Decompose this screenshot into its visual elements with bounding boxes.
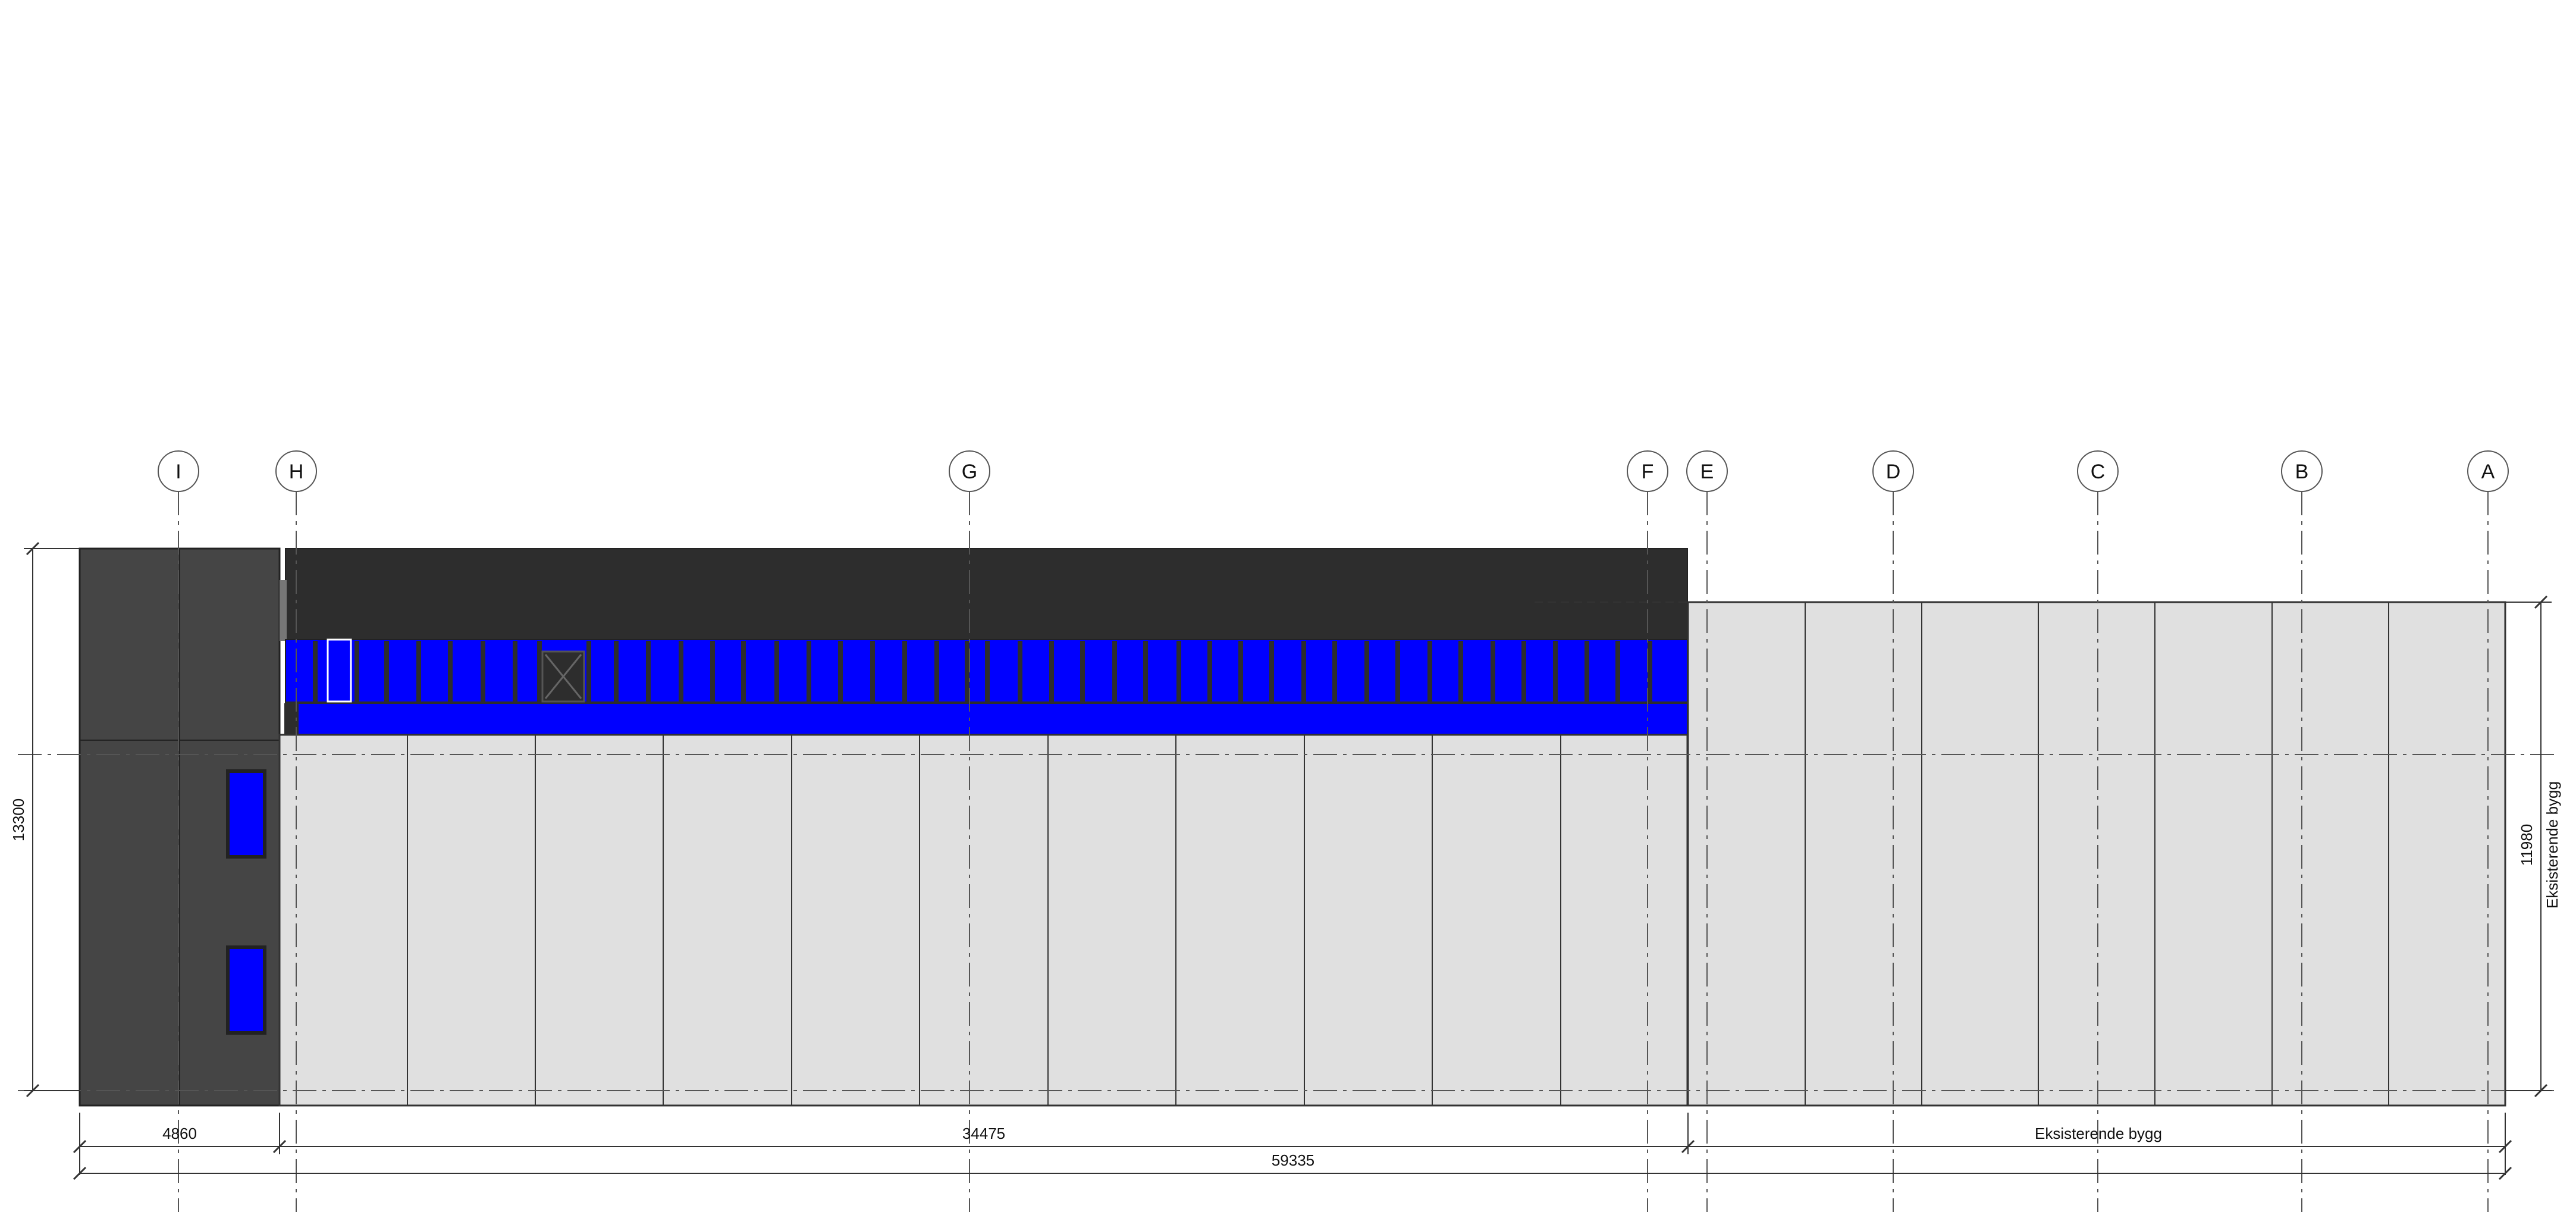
- mullion: [614, 641, 619, 703]
- mullion: [985, 641, 990, 703]
- grid-axis-d: D: [1872, 450, 1914, 1212]
- grid-bubble: [2077, 450, 2119, 492]
- grid-label: H: [289, 461, 304, 483]
- mullion: [1018, 641, 1022, 703]
- mullion: [965, 641, 969, 703]
- roof-band: [285, 548, 1688, 641]
- grid-bubble: [2281, 450, 2323, 492]
- mullion: [1238, 641, 1243, 703]
- window-lower: [226, 945, 266, 1035]
- mullion: [1427, 641, 1432, 703]
- grid-bubble: [1872, 450, 1914, 492]
- dimension-text-bay-left: 4860: [162, 1125, 197, 1142]
- grid-axis-h: H: [275, 450, 317, 1212]
- window-upper: [226, 769, 266, 859]
- grid-axis-i: I: [158, 450, 199, 1212]
- glazing-mullions: [285, 641, 1687, 704]
- grid-axis-f: F: [1627, 450, 1668, 1212]
- mullion: [1332, 641, 1337, 703]
- mullion: [1049, 641, 1054, 703]
- grid-label: B: [2295, 461, 2309, 483]
- dimension-text-existing-building: Eksisterende bygg: [2035, 1125, 2162, 1142]
- grid-bubble: [949, 450, 990, 492]
- mullion: [1269, 641, 1274, 703]
- mullion: [774, 641, 779, 703]
- dimension-text-total-length: 59335: [1272, 1151, 1314, 1169]
- hatch-diagonal-2: [544, 654, 582, 699]
- mullion: [513, 641, 517, 703]
- mullion: [1143, 641, 1148, 703]
- mullion: [1521, 641, 1526, 703]
- mullion: [481, 641, 485, 703]
- mullion: [1553, 641, 1558, 703]
- mullion: [679, 641, 683, 703]
- mullion: [1364, 641, 1369, 703]
- mullion: [710, 641, 715, 703]
- mullion: [1584, 641, 1589, 703]
- dimension-chain-total: 59335: [73, 1151, 2512, 1180]
- mullion: [934, 641, 939, 703]
- mullion: [384, 641, 389, 703]
- grid-bubble: [1686, 450, 1728, 492]
- grid-axis-c: C: [2077, 450, 2119, 1212]
- dimension-text-overall-height: 13300: [10, 798, 27, 841]
- parapet-connector: [280, 580, 287, 641]
- grid-label: A: [2481, 461, 2495, 483]
- mullion: [1112, 641, 1117, 703]
- grid-label: D: [1886, 461, 1901, 483]
- light-cladding-wall: [278, 734, 1689, 1107]
- grid-bubble: [1627, 450, 1668, 492]
- mullion: [870, 641, 875, 703]
- grid-label: I: [175, 461, 181, 483]
- mullion: [1458, 641, 1463, 703]
- existing-building-side-label: Eksisterende bygg: [2543, 781, 2561, 909]
- dimension-existing-height: 11980 Eksisterende bygg: [2505, 595, 2561, 1098]
- mullion: [537, 641, 542, 703]
- grid-label: G: [962, 461, 977, 483]
- mullion: [902, 641, 907, 703]
- grid-axis-g: G: [949, 450, 990, 1212]
- mullion: [416, 641, 421, 703]
- existing-panel-joints: [1805, 602, 2389, 1105]
- white-frame-element: [327, 638, 352, 703]
- grid-label: C: [2091, 461, 2106, 483]
- grid-bubble: [275, 450, 317, 492]
- mullion: [1301, 641, 1306, 703]
- mullion: [354, 641, 359, 703]
- grid-bubble: [2467, 450, 2509, 492]
- grid-axis-e: E: [1686, 450, 1728, 1212]
- grid-axis-a: A: [2467, 450, 2509, 1212]
- mullion: [1615, 641, 1620, 703]
- mullion: [1207, 641, 1212, 703]
- grid-label: E: [1700, 461, 1714, 483]
- mullion: [1648, 641, 1652, 703]
- mullion: [646, 641, 651, 703]
- grid-bubble: [158, 450, 199, 492]
- mullion: [1491, 641, 1495, 703]
- mullion: [586, 641, 591, 703]
- mullion: [741, 641, 746, 703]
- grid-axis-b: B: [2281, 450, 2323, 1212]
- dimension-text-bay-main: 34475: [962, 1125, 1005, 1142]
- dimension-chain-bays: 4860 34475 Eksisterende bygg: [73, 1113, 2512, 1175]
- mullion: [448, 641, 453, 703]
- mullion: [1176, 641, 1181, 703]
- dimension-overall-height: 13300: [10, 541, 80, 1098]
- mullion: [1395, 641, 1400, 703]
- cladding-panel-joints: [407, 735, 1561, 1105]
- mullion: [313, 641, 318, 703]
- mullion: [807, 641, 811, 703]
- mullion: [1080, 641, 1085, 703]
- existing-building-wall: [1687, 601, 2506, 1107]
- dimension-text-existing-height: 11980: [2518, 824, 2536, 866]
- mullion: [838, 641, 843, 703]
- grid-label: F: [1642, 461, 1654, 483]
